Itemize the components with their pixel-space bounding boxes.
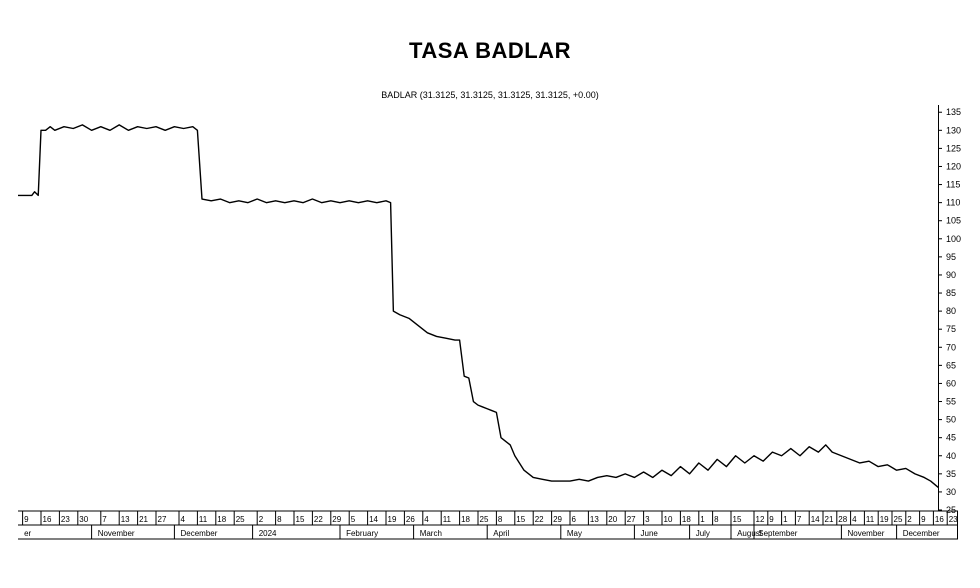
- x-day-label: 16: [43, 515, 52, 524]
- x-day-label: 15: [296, 515, 305, 524]
- x-day-label: 2: [259, 515, 264, 524]
- x-day-label: 29: [553, 515, 562, 524]
- x-day-label: 14: [369, 515, 378, 524]
- chart-svg: 2530354045505560657075808590951001051101…: [18, 105, 976, 544]
- x-day-label: 7: [797, 515, 802, 524]
- x-month-label: November: [848, 529, 885, 538]
- x-day-label: 25: [236, 515, 245, 524]
- x-day-label: 11: [443, 515, 452, 524]
- x-day-label: 27: [158, 515, 167, 524]
- y-tick-label: 130: [946, 125, 961, 135]
- x-day-label: 9: [769, 515, 774, 524]
- x-day-label: 4: [852, 515, 857, 524]
- y-tick-label: 95: [946, 252, 956, 262]
- x-day-label: 10: [664, 515, 673, 524]
- x-day-label: 20: [608, 515, 617, 524]
- x-month-label: November: [98, 529, 135, 538]
- y-tick-label: 115: [946, 180, 960, 190]
- x-month-label: May: [567, 529, 582, 538]
- y-tick-label: 100: [946, 234, 961, 244]
- y-tick-label: 120: [946, 161, 961, 171]
- x-day-label: 4: [181, 515, 186, 524]
- y-tick-label: 90: [946, 270, 956, 280]
- x-day-label: 23: [949, 515, 958, 524]
- y-tick-label: 85: [946, 288, 956, 298]
- x-day-label: 5: [351, 515, 356, 524]
- x-day-label: 12: [756, 515, 765, 524]
- x-day-label: 7: [102, 515, 107, 524]
- x-month-label: March: [420, 529, 442, 538]
- x-day-label: 25: [480, 515, 489, 524]
- x-month-label: February: [346, 529, 378, 538]
- y-tick-label: 50: [946, 415, 956, 425]
- x-day-label: 15: [733, 515, 742, 524]
- x-day-label: 18: [682, 515, 691, 524]
- x-month-label: April: [493, 529, 509, 538]
- y-tick-label: 30: [946, 487, 956, 497]
- x-day-label: 25: [894, 515, 903, 524]
- x-day-label: 16: [935, 515, 944, 524]
- x-day-label: 14: [811, 515, 820, 524]
- x-day-label: 4: [424, 515, 429, 524]
- x-month-label: July: [696, 529, 710, 538]
- x-day-label: 19: [388, 515, 397, 524]
- x-day-label: 13: [121, 515, 130, 524]
- x-day-label: 22: [314, 515, 323, 524]
- x-day-label: 6: [572, 515, 577, 524]
- x-day-label: 19: [880, 515, 889, 524]
- x-day-label: 21: [139, 515, 148, 524]
- y-tick-label: 75: [946, 324, 956, 334]
- y-tick-label: 135: [946, 107, 961, 117]
- x-day-label: 11: [866, 515, 875, 524]
- y-tick-label: 125: [946, 143, 961, 153]
- x-month-label: September: [758, 529, 797, 538]
- x-day-label: 29: [332, 515, 341, 524]
- x-day-label: 3: [645, 515, 650, 524]
- y-tick-label: 80: [946, 306, 956, 316]
- x-day-label: 9: [24, 515, 29, 524]
- x-day-label: 23: [61, 515, 70, 524]
- x-month-label: 2024: [259, 529, 277, 538]
- x-month-label: June: [641, 529, 659, 538]
- x-day-label: 2: [907, 515, 912, 524]
- y-tick-label: 60: [946, 378, 956, 388]
- x-day-label: 28: [838, 515, 847, 524]
- x-day-label: 13: [590, 515, 599, 524]
- x-day-label: 18: [217, 515, 226, 524]
- y-tick-label: 65: [946, 360, 956, 370]
- chart-area: 2530354045505560657075808590951001051101…: [18, 105, 976, 544]
- y-tick-label: 105: [946, 216, 961, 226]
- y-tick-label: 40: [946, 451, 956, 461]
- y-tick-label: 70: [946, 342, 956, 352]
- y-tick-label: 45: [946, 433, 956, 443]
- x-day-label: 15: [516, 515, 525, 524]
- x-day-label: 30: [79, 515, 88, 524]
- x-day-label: 1: [700, 515, 705, 524]
- chart-subtitle: BADLAR (31.3125, 31.3125, 31.3125, 31.31…: [0, 90, 980, 100]
- chart-title: TASA BADLAR: [0, 38, 980, 64]
- x-day-label: 8: [714, 515, 719, 524]
- y-tick-label: 35: [946, 469, 956, 479]
- x-day-label: 8: [498, 515, 503, 524]
- y-tick-label: 55: [946, 397, 956, 407]
- x-day-label: 9: [921, 515, 926, 524]
- x-day-label: 21: [825, 515, 834, 524]
- x-day-label: 26: [406, 515, 415, 524]
- series-line: [18, 125, 938, 487]
- x-day-label: 11: [199, 515, 208, 524]
- x-day-label: 1: [783, 515, 788, 524]
- x-month-label: December: [181, 529, 218, 538]
- x-day-label: 22: [535, 515, 544, 524]
- y-tick-label: 110: [946, 198, 960, 208]
- x-day-label: 18: [461, 515, 470, 524]
- x-day-label: 27: [627, 515, 636, 524]
- x-month-label: December: [903, 529, 940, 538]
- x-month-label: er: [24, 529, 31, 538]
- x-day-label: 8: [277, 515, 282, 524]
